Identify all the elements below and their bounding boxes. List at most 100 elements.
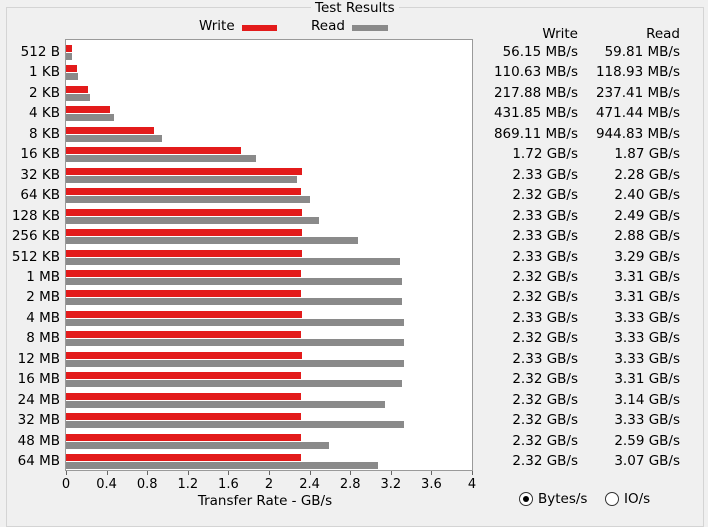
bar-chart-plot-area <box>65 39 473 471</box>
radio-selected-icon[interactable] <box>519 492 533 506</box>
category-label: 16 KB <box>20 146 60 163</box>
write-bar <box>66 392 302 400</box>
write-value: 217.88 MB/s <box>493 84 578 101</box>
write-value: 2.33 GB/s <box>512 309 578 326</box>
read-value: 3.31 GB/s <box>614 371 680 388</box>
read-bar <box>66 216 319 224</box>
legend-write-swatch <box>242 25 277 31</box>
category-label: 8 MB <box>26 330 60 347</box>
write-bar <box>66 65 78 73</box>
x-tick-mark <box>390 471 392 475</box>
read-bar <box>66 114 114 122</box>
x-tick-label: 2 <box>264 477 274 492</box>
read-bar <box>66 400 385 408</box>
write-bar <box>66 269 302 277</box>
category-label: 4 KB <box>29 105 60 122</box>
category-label: 512 B <box>20 44 60 60</box>
x-tick-mark <box>309 471 311 475</box>
category-label: 1 MB <box>26 268 60 285</box>
category-label: 2 KB <box>29 84 60 101</box>
write-value: 2.32 GB/s <box>512 371 578 388</box>
x-tick-mark <box>106 471 108 475</box>
read-bar <box>66 237 359 245</box>
ios-radio-label: IO/s <box>624 491 651 507</box>
read-value: 944.83 MB/s <box>595 125 680 142</box>
x-tick-mark <box>472 471 473 475</box>
write-bar <box>66 106 110 114</box>
category-label: 32 MB <box>17 412 60 429</box>
write-value: 431.85 MB/s <box>493 105 578 122</box>
radio-unselected-icon[interactable] <box>605 492 619 506</box>
read-bar <box>66 155 256 163</box>
write-value: 56.15 MB/s <box>502 44 578 60</box>
read-bar <box>66 175 298 183</box>
x-tick-label: 0 <box>61 477 71 492</box>
x-tick-mark <box>269 471 270 475</box>
write-bar <box>66 351 303 359</box>
read-value: 2.28 GB/s <box>614 166 680 183</box>
x-tick-label: 1.6 <box>218 477 239 492</box>
read-value: 237.41 MB/s <box>595 84 680 101</box>
write-bar <box>66 433 302 441</box>
x-tick-mark <box>228 471 230 475</box>
write-value: 2.32 GB/s <box>512 330 578 347</box>
write-value: 2.33 GB/s <box>512 207 578 224</box>
write-value: 2.33 GB/s <box>512 350 578 367</box>
x-tick-label: 2.8 <box>339 477 361 492</box>
read-bar <box>66 298 402 306</box>
write-value: 2.32 GB/s <box>512 453 578 469</box>
write-value: 869.11 MB/s <box>493 125 578 142</box>
x-tick-mark <box>350 471 352 475</box>
write-value: 2.32 GB/s <box>512 289 578 306</box>
category-label: 256 KB <box>11 228 60 245</box>
write-column-header: Write <box>542 26 578 42</box>
category-label: 8 KB <box>29 125 60 142</box>
read-value: 3.14 GB/s <box>614 391 680 408</box>
x-tick-label: 0.4 <box>96 477 117 492</box>
read-bar <box>66 93 91 101</box>
write-bar <box>66 167 303 175</box>
x-tick-label: 0.8 <box>136 477 158 492</box>
read-value: 3.33 GB/s <box>614 350 680 367</box>
read-bar <box>66 421 404 429</box>
category-label: 2 MB <box>26 289 60 306</box>
write-value: 2.32 GB/s <box>512 268 578 285</box>
x-tick-mark <box>66 471 67 475</box>
write-value: 110.63 MB/s <box>493 64 578 81</box>
read-bar <box>66 318 404 326</box>
read-value: 3.31 GB/s <box>614 289 680 306</box>
x-tick-label: 2.4 <box>299 477 320 492</box>
read-value: 2.59 GB/s <box>614 432 680 449</box>
write-bar <box>66 310 303 318</box>
read-value: 3.29 GB/s <box>614 248 680 265</box>
x-tick-mark <box>431 471 433 475</box>
write-bar <box>66 290 302 298</box>
panel-title: Test Results <box>311 0 399 16</box>
read-bar <box>66 441 329 449</box>
read-value: 3.07 GB/s <box>614 453 680 469</box>
write-value: 2.33 GB/s <box>512 228 578 245</box>
read-bar <box>66 257 400 265</box>
write-bar <box>66 249 303 257</box>
write-bar <box>66 413 302 421</box>
read-value: 2.49 GB/s <box>614 207 680 224</box>
legend-read-swatch <box>352 25 388 31</box>
write-value: 2.33 GB/s <box>512 166 578 183</box>
ios-per-second-radio[interactable]: IO/s <box>605 491 650 507</box>
write-value: 2.32 GB/s <box>512 391 578 408</box>
read-value: 3.33 GB/s <box>614 330 680 347</box>
write-value: 2.32 GB/s <box>512 412 578 429</box>
write-bar <box>66 188 302 196</box>
write-bar <box>66 126 155 134</box>
bytes-per-second-radio[interactable]: Bytes/s <box>519 491 587 507</box>
write-bar <box>66 208 303 216</box>
read-value: 3.31 GB/s <box>614 268 680 285</box>
x-tick-label: 3.2 <box>380 477 402 492</box>
write-value: 2.32 GB/s <box>512 432 578 449</box>
read-value: 3.33 GB/s <box>614 309 680 326</box>
read-bar <box>66 339 404 347</box>
write-bar <box>66 331 302 339</box>
category-label: 64 MB <box>17 453 60 469</box>
write-bar <box>66 454 302 461</box>
read-bar <box>66 53 73 60</box>
